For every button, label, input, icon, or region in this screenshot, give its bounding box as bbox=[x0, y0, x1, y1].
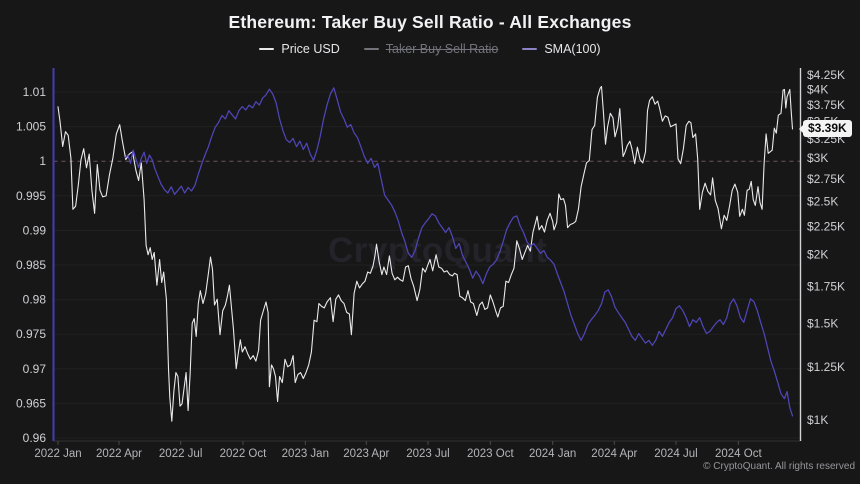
sma-100-line-icon bbox=[522, 48, 538, 50]
x-axis-tick-label: 2022 Oct bbox=[220, 448, 267, 460]
y-axis-right-tick-label: $2.5K bbox=[807, 195, 838, 209]
x-axis-tick-label: 2022 Apr bbox=[96, 448, 142, 460]
page-title: Ethereum: Taker Buy Sell Ratio - All Exc… bbox=[228, 12, 632, 32]
y-axis-left-tick-label: 1.01 bbox=[23, 85, 47, 99]
y-axis-right-tick-label: $1.5K bbox=[807, 316, 838, 330]
legend-label-price-usd: Price USD bbox=[281, 42, 340, 56]
y-axis-right-tick-label: $3K bbox=[807, 151, 828, 165]
x-axis-tick-label: 2024 Jan bbox=[529, 448, 576, 460]
y-axis-right-tick-label: $1.25K bbox=[807, 360, 845, 374]
y-axis-left-tick-label: 0.995 bbox=[16, 189, 46, 203]
x-axis-tick-label: 2022 Jul bbox=[159, 448, 202, 460]
y-axis-right-tick-label: $4.25K bbox=[807, 68, 845, 82]
y-axis-right-tick-label: $1K bbox=[807, 413, 828, 427]
legend-item-taker-buy-sell-ratio[interactable]: Taker Buy Sell Ratio bbox=[363, 42, 499, 56]
y-axis-right-tick-label: $3.75K bbox=[807, 98, 845, 112]
last-price-badge: $3.39K bbox=[799, 120, 852, 137]
y-axis-right-tick-label: $2.25K bbox=[807, 220, 845, 234]
sma-100-line bbox=[124, 87, 794, 417]
x-axis-tick-label: 2023 Jan bbox=[282, 448, 329, 460]
cryptoquant-watermark: CryptoQuant bbox=[328, 231, 548, 270]
legend-item-price-usd[interactable]: Price USD bbox=[259, 42, 340, 56]
copyright-note: © CryptoQuant. All rights reserved bbox=[703, 461, 855, 472]
x-axis-tick-label: 2024 Apr bbox=[591, 448, 637, 460]
y-axis-left-tick-label: 0.97 bbox=[23, 362, 47, 376]
taker-buy-sell-ratio-line-icon bbox=[363, 48, 379, 50]
x-axis-tick-label: 2022 Jan bbox=[34, 448, 81, 460]
x-axis-tick-label: 2023 Apr bbox=[343, 448, 389, 460]
y-axis-left-tick-label: 0.96 bbox=[23, 431, 47, 445]
x-axis-tick-label: 2024 Jul bbox=[654, 448, 697, 460]
y-axis-left-tick-label: 0.985 bbox=[16, 258, 46, 272]
y-axis-right-tick-label: $1.75K bbox=[807, 280, 845, 294]
x-axis-tick-label: 2023 Oct bbox=[467, 448, 514, 460]
y-axis-left-tick-label: 0.98 bbox=[23, 293, 47, 307]
y-axis-left-tick-label: 0.965 bbox=[16, 396, 46, 410]
y-axis-right-tick-label: $2K bbox=[807, 248, 828, 262]
legend-item-sma-100[interactable]: SMA(100) bbox=[522, 42, 601, 56]
legend-label-sma-100: SMA(100) bbox=[544, 42, 601, 56]
y-axis-right-tick-label: $4K bbox=[807, 82, 828, 96]
x-axis-tick-label: 2024 Oct bbox=[715, 448, 762, 460]
y-axis-left-tick-label: 1.005 bbox=[16, 120, 46, 134]
legend: Price USD Taker Buy Sell Ratio SMA(100) bbox=[0, 42, 860, 56]
y-axis-left-tick-label: 1 bbox=[39, 154, 46, 168]
legend-label-taker-buy-sell-ratio: Taker Buy Sell Ratio bbox=[385, 42, 499, 56]
price-usd-line-icon bbox=[259, 48, 275, 50]
y-axis-left-tick-label: 0.99 bbox=[23, 223, 47, 237]
y-axis-right-tick-label: $2.75K bbox=[807, 172, 845, 186]
price-usd-line bbox=[57, 85, 794, 422]
y-axis-left-tick-label: 0.975 bbox=[16, 327, 46, 341]
x-axis-tick-label: 2023 Jul bbox=[406, 448, 449, 460]
